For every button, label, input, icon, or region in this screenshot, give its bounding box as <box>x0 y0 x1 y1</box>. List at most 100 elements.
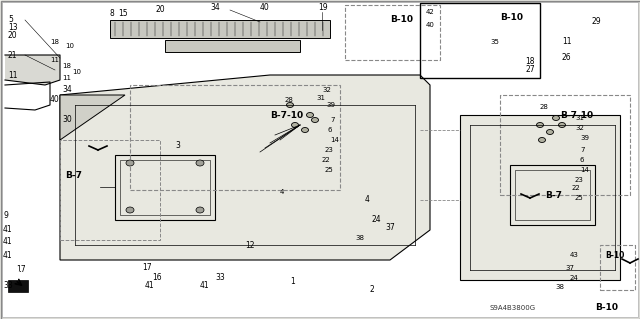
Text: 40: 40 <box>260 4 269 12</box>
Ellipse shape <box>536 122 543 128</box>
Text: 11: 11 <box>562 38 572 47</box>
Text: B-7-10: B-7-10 <box>270 110 303 120</box>
Text: 20: 20 <box>8 32 18 41</box>
Text: 25: 25 <box>575 195 584 201</box>
Text: 41: 41 <box>145 280 155 290</box>
Text: B-10: B-10 <box>390 16 413 25</box>
Text: 41: 41 <box>3 250 13 259</box>
Text: 17: 17 <box>142 263 152 272</box>
Text: 33: 33 <box>3 280 13 290</box>
Text: 24: 24 <box>372 216 381 225</box>
Text: 22: 22 <box>322 157 331 163</box>
Text: 24: 24 <box>570 275 579 281</box>
Text: 14: 14 <box>580 167 589 173</box>
Text: 34: 34 <box>62 85 72 94</box>
Text: 11: 11 <box>8 70 17 79</box>
Text: 39: 39 <box>580 135 589 141</box>
Bar <box>600 245 635 290</box>
Ellipse shape <box>312 117 319 122</box>
Text: 25: 25 <box>325 167 333 173</box>
Bar <box>420 3 540 78</box>
Text: 10: 10 <box>65 43 74 49</box>
Bar <box>515 170 590 220</box>
Text: 29: 29 <box>592 18 602 26</box>
Text: 18: 18 <box>50 39 59 45</box>
Text: 7: 7 <box>330 117 335 123</box>
Ellipse shape <box>287 102 294 108</box>
Text: 23: 23 <box>575 177 584 183</box>
Text: 18: 18 <box>62 63 71 69</box>
Ellipse shape <box>547 130 554 135</box>
Ellipse shape <box>196 160 204 166</box>
Text: 16: 16 <box>152 273 162 283</box>
Text: 28: 28 <box>540 104 549 110</box>
Bar <box>510 165 595 225</box>
Polygon shape <box>5 55 60 85</box>
Text: 13: 13 <box>8 24 18 33</box>
Text: 39: 39 <box>326 102 335 108</box>
Text: B-10: B-10 <box>500 13 523 23</box>
Ellipse shape <box>538 137 545 143</box>
Text: 37: 37 <box>385 224 395 233</box>
Polygon shape <box>165 40 300 52</box>
Text: 33: 33 <box>215 273 225 283</box>
Ellipse shape <box>301 128 308 132</box>
Bar <box>345 5 440 60</box>
Bar <box>115 155 215 220</box>
Ellipse shape <box>126 160 134 166</box>
Text: 40: 40 <box>426 22 435 28</box>
Text: 11: 11 <box>62 75 71 81</box>
Text: 15: 15 <box>118 9 127 18</box>
Text: 4: 4 <box>365 196 370 204</box>
Text: 1: 1 <box>290 278 295 286</box>
Text: 20: 20 <box>155 5 164 14</box>
Text: 41: 41 <box>3 226 13 234</box>
Text: 18: 18 <box>525 57 534 66</box>
Text: 7: 7 <box>580 147 584 153</box>
Text: 40: 40 <box>50 95 60 105</box>
Ellipse shape <box>126 207 134 213</box>
Text: 31: 31 <box>316 95 325 101</box>
Ellipse shape <box>291 122 298 128</box>
Bar <box>500 95 630 195</box>
Text: 14: 14 <box>330 137 339 143</box>
Text: 27: 27 <box>525 65 534 75</box>
Bar <box>120 160 210 215</box>
Text: 32: 32 <box>322 87 331 93</box>
Text: 43: 43 <box>570 252 579 258</box>
Text: 17: 17 <box>16 265 26 275</box>
Text: FR.: FR. <box>10 271 24 279</box>
Polygon shape <box>460 115 620 280</box>
Text: B-10: B-10 <box>605 250 625 259</box>
Text: 22: 22 <box>572 185 580 191</box>
Text: 21: 21 <box>8 50 17 60</box>
Ellipse shape <box>307 113 314 117</box>
Text: 6: 6 <box>580 157 584 163</box>
Polygon shape <box>60 75 430 260</box>
Ellipse shape <box>552 115 559 121</box>
Text: 5: 5 <box>8 16 13 25</box>
Text: S9A4B3800G: S9A4B3800G <box>490 305 536 311</box>
Polygon shape <box>60 95 125 140</box>
Text: 30: 30 <box>62 115 72 124</box>
Text: 34: 34 <box>210 4 220 12</box>
Text: B-7: B-7 <box>545 190 562 199</box>
Text: 19: 19 <box>318 4 328 12</box>
Text: 35: 35 <box>490 39 499 45</box>
Text: 6: 6 <box>327 127 332 133</box>
Text: 38: 38 <box>355 235 364 241</box>
Text: 23: 23 <box>325 147 334 153</box>
Ellipse shape <box>196 207 204 213</box>
Ellipse shape <box>559 122 566 128</box>
Text: 2: 2 <box>370 286 375 294</box>
Text: 38: 38 <box>555 284 564 290</box>
Text: B-7-10: B-7-10 <box>560 110 593 120</box>
Text: 26: 26 <box>562 54 572 63</box>
Bar <box>130 85 340 190</box>
Text: 11: 11 <box>50 57 59 63</box>
Text: 9: 9 <box>3 211 8 219</box>
Text: 28: 28 <box>285 97 294 103</box>
Text: 37: 37 <box>565 265 574 271</box>
Text: 41: 41 <box>3 238 13 247</box>
Text: 4: 4 <box>280 189 284 195</box>
